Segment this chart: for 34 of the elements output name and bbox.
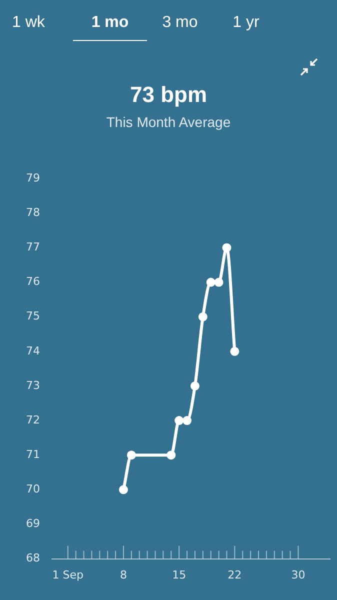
point	[190, 381, 200, 390]
y-tick-label: 73	[26, 378, 40, 392]
chart-subtitle: This Month Average	[105, 114, 232, 130]
y-tick-label: 77	[26, 240, 40, 254]
x-tick-label: 30	[291, 568, 306, 582]
chart-title: 73 bpm	[128, 82, 208, 108]
x-tick-label: 8	[120, 568, 127, 582]
y-tick-label: 78	[26, 206, 40, 220]
point	[198, 312, 208, 322]
x-tick-label: 1 Sep	[52, 568, 84, 582]
y-tick-label: 72	[26, 413, 40, 426]
y-tick-label: 71	[26, 448, 40, 461]
y-tick-label: 76	[26, 275, 40, 288]
x-tick-label: 22	[228, 568, 242, 582]
text: 1 wk	[12, 13, 46, 33]
text: 1 yr	[232, 13, 260, 33]
y-tick-label: 70	[26, 482, 40, 496]
x-tick-label: 15	[172, 568, 186, 582]
point	[206, 278, 216, 287]
point	[118, 485, 128, 494]
text: 1 mo	[73, 6, 147, 40]
point	[174, 416, 184, 426]
point	[182, 416, 192, 426]
y-tick-label: 69	[26, 517, 40, 530]
text: 3 mo	[161, 13, 199, 33]
y-tick-label: 79	[26, 171, 40, 184]
point	[214, 278, 224, 287]
point	[166, 450, 176, 460]
point	[230, 346, 240, 356]
y-tick-label: 75	[26, 310, 40, 323]
point	[222, 243, 232, 252]
y-tick-label: 74	[26, 344, 40, 358]
point	[126, 450, 136, 460]
y-tick-label: 68	[26, 552, 40, 565]
